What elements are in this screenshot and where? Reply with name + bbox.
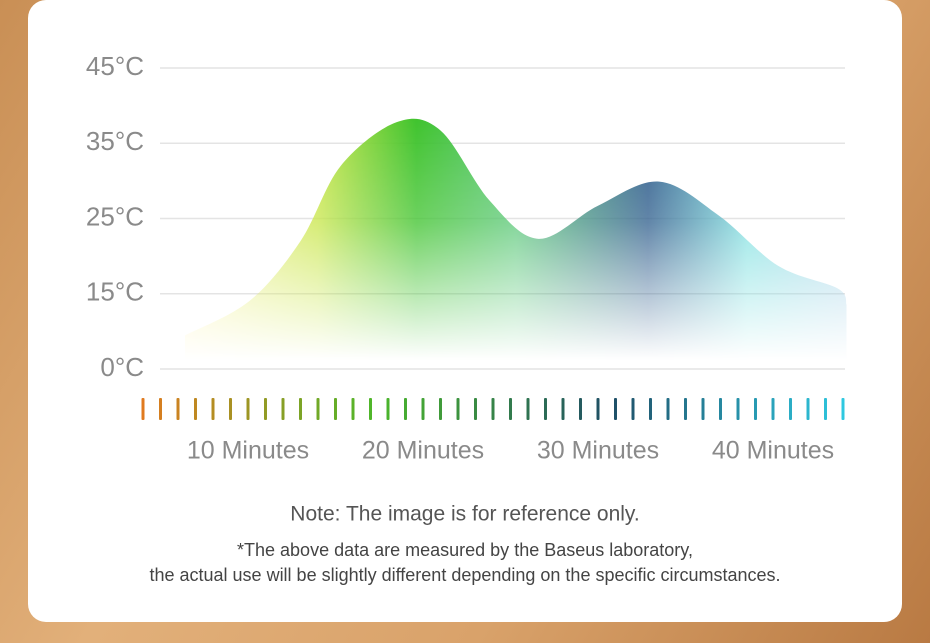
minute-tick: [789, 398, 792, 420]
minute-tick: [596, 398, 600, 420]
minute-tick: [281, 398, 285, 420]
note: Note: The image is for reference only.: [290, 503, 639, 526]
minute-tick: [439, 398, 442, 420]
plot: 0°C 15°C 25°C 35°C 45°C 10 Minutes 20 Minutes 3…: [86, 51, 847, 465]
minute-tick: [649, 398, 652, 420]
minute-tick: [316, 398, 320, 420]
minute-tick: [579, 398, 582, 420]
minute-tick: [386, 398, 390, 420]
x-tick-label: 30 Minutes: [537, 437, 659, 465]
minute-tick: [194, 398, 197, 420]
minute-tick: [456, 398, 460, 420]
x-tick-label: 40 Minutes: [712, 437, 834, 465]
minute-tick: [719, 398, 722, 420]
minute-tick: [736, 398, 740, 420]
footnote: *The above data are measured by the Base…: [237, 540, 693, 560]
minute-tick: [421, 398, 425, 420]
minute-tick: [491, 398, 495, 420]
minute-tick: [614, 398, 617, 420]
y-tick-label: 45°C: [86, 51, 144, 81]
area: [185, 118, 847, 369]
minute-tick: [334, 398, 337, 420]
minute-tick: [684, 398, 687, 420]
y-tick-label: 15°C: [86, 277, 144, 307]
minute-tick: [141, 398, 145, 420]
minute-tick: [561, 398, 565, 420]
minute-tick: [771, 398, 775, 420]
minute-tick: [211, 398, 215, 420]
minute-tick: [369, 398, 372, 420]
minute-tick: [544, 398, 547, 420]
minute-tick: [526, 398, 530, 420]
minute-tick: [229, 398, 232, 420]
minute-tick: [841, 398, 845, 420]
y-tick-label: 0°C: [100, 352, 144, 382]
minute-tick: [824, 398, 827, 420]
minute-tick: [299, 398, 302, 420]
minute-tick: [806, 398, 810, 420]
minute-tick: [264, 398, 267, 420]
x-tick-label: 10 Minutes: [187, 437, 309, 465]
minute-tick: [701, 398, 705, 420]
footnote: the actual use will be slightly differen…: [149, 565, 780, 585]
minute-tick: [631, 398, 635, 420]
minute-tick: [474, 398, 477, 420]
minute-tick: [509, 398, 512, 420]
minute-tick: [351, 398, 355, 420]
minute-tick: [404, 398, 407, 420]
minute-tick: [754, 398, 757, 420]
y-tick-label: 25°C: [86, 201, 144, 231]
minute-tick: [246, 398, 250, 420]
x-tick-label: 20 Minutes: [362, 437, 484, 465]
minute-tick: [666, 398, 670, 420]
minute-tick: [176, 398, 180, 420]
y-tick-label: 35°C: [86, 126, 144, 156]
minute-tick: [159, 398, 162, 420]
